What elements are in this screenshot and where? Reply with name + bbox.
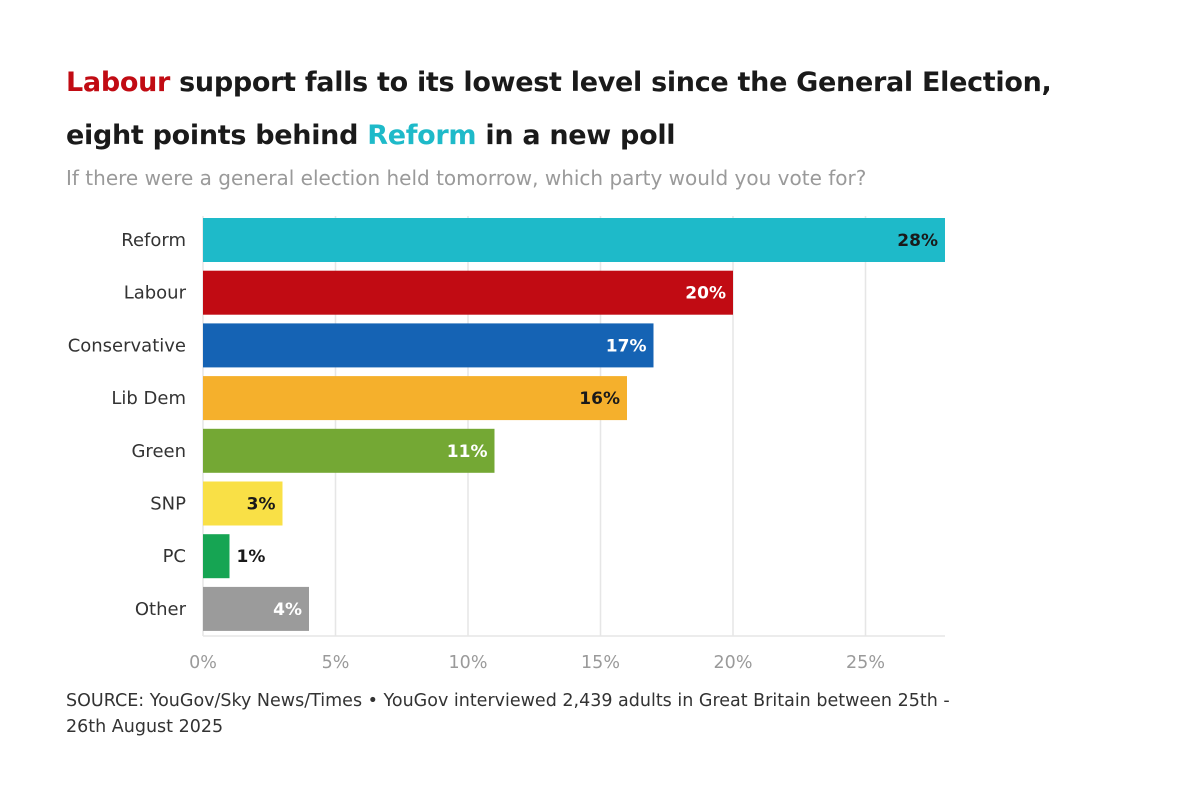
value-label-green: 11% (447, 442, 488, 462)
bar-snp (203, 481, 283, 526)
x-tick-label-5: 5% (322, 653, 350, 673)
value-label-reform: 28% (897, 231, 938, 251)
title-text-1: support falls to its lowest level since … (66, 67, 1052, 151)
bar-green (203, 428, 495, 473)
title-labour: Labour (66, 67, 171, 98)
category-label-labour: Labour (124, 283, 187, 304)
value-label-pc: 1% (237, 547, 266, 567)
category-label-conservative: Conservative (68, 335, 186, 356)
bar-reform (203, 218, 945, 262)
category-label-other: Other (135, 599, 187, 620)
x-tick-label-25: 25% (846, 653, 885, 673)
bar-pc (203, 534, 230, 579)
title-text-2: in a new poll (476, 120, 676, 151)
category-label-pc: PC (163, 546, 186, 567)
x-tick-label-20: 20% (714, 653, 753, 673)
source-note: SOURCE: YouGov/Sky News/Times • YouGov i… (66, 691, 950, 737)
x-tick-label-10: 10% (449, 653, 488, 673)
category-label-lib-dem: Lib Dem (111, 388, 186, 409)
x-tick-label-0: 0% (189, 653, 217, 673)
bar-other (203, 586, 309, 631)
value-label-other: 4% (273, 600, 302, 620)
value-label-snp: 3% (247, 495, 276, 515)
x-tick-label-15: 15% (581, 653, 620, 673)
bar-lib-dem (203, 376, 627, 421)
chart-subtitle: If there were a general election held to… (66, 166, 867, 190)
title-reform: Reform (367, 120, 477, 151)
category-label-green: Green (131, 441, 186, 462)
value-label-conservative: 17% (606, 336, 647, 356)
bar-conservative (203, 323, 654, 368)
bar-labour (203, 270, 733, 315)
chart-title: Labour support falls to its lowest level… (66, 56, 1066, 162)
category-label-snp: SNP (150, 494, 186, 515)
category-label-reform: Reform (121, 230, 186, 251)
value-label-lib-dem: 16% (579, 389, 620, 409)
value-label-labour: 20% (685, 284, 726, 304)
